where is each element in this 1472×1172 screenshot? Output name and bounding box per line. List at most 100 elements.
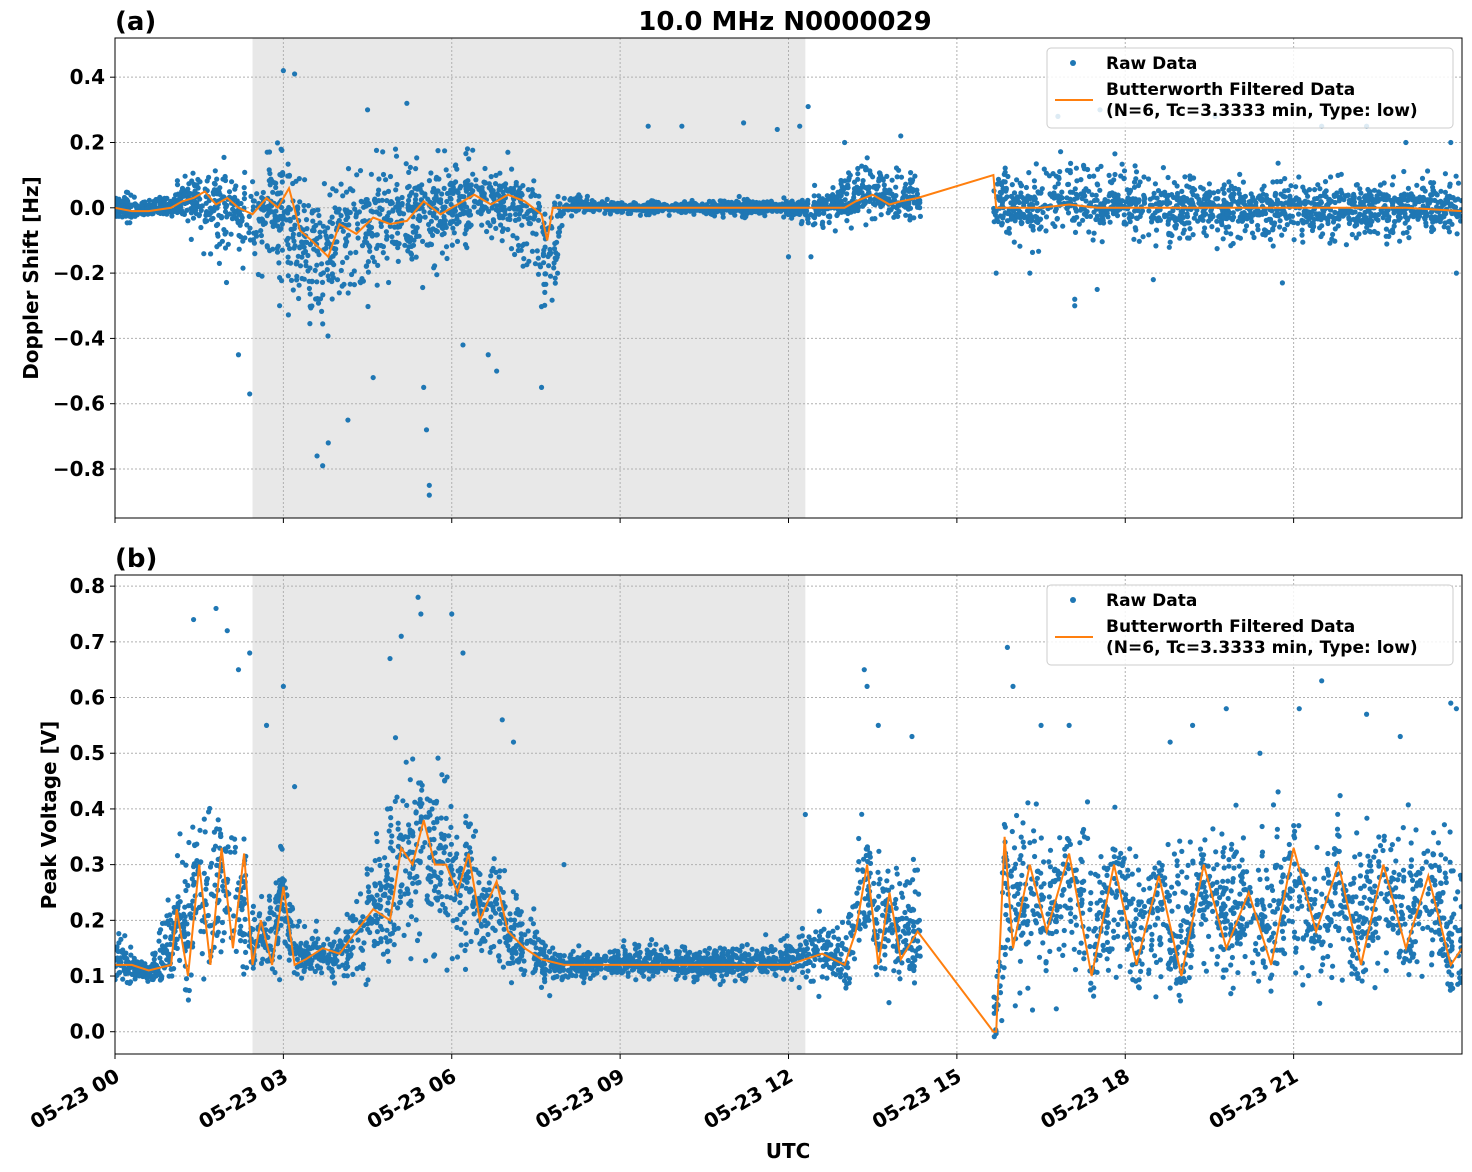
panel-a-raw-point — [882, 188, 889, 194]
panel-a-raw-point — [720, 214, 726, 220]
panel-a-raw-point — [1180, 230, 1186, 236]
panel-a-raw-point — [355, 235, 361, 241]
panel-b-raw-point — [391, 942, 397, 948]
panel-a-raw-point — [1246, 199, 1252, 205]
panel-a-raw-point — [703, 208, 710, 214]
panel-a-raw-point — [876, 178, 882, 184]
panel-b-raw-point — [177, 957, 183, 964]
panel-a-raw-point — [1126, 190, 1132, 196]
panel-b-raw-point — [874, 920, 880, 926]
panel-a-raw-point — [439, 250, 445, 256]
panel-a-raw-point — [1319, 223, 1325, 229]
panel-a-raw-point — [201, 251, 207, 257]
panel-a-ytick-label: 0.0 — [70, 196, 105, 220]
panel-a-raw-point — [1031, 178, 1037, 184]
panel-a-raw-point — [547, 273, 554, 279]
panel-a-raw-point — [1165, 174, 1171, 181]
panel-a-raw-point — [519, 222, 525, 228]
panel-a-raw-point — [279, 247, 285, 253]
panel-a-raw-point — [190, 215, 197, 221]
panel-b-raw-point — [1443, 879, 1449, 886]
panel-a-raw-point — [1038, 190, 1044, 196]
panel-a-raw-point — [510, 188, 516, 194]
panel-a-raw-point — [823, 200, 829, 206]
panel-b-raw-point — [1366, 862, 1372, 868]
panel-b-raw-point — [1033, 903, 1040, 909]
panel-a-raw-point — [1296, 174, 1302, 180]
panel-a-raw-point — [1153, 201, 1159, 207]
panel-a-raw-point — [1002, 169, 1008, 175]
panel-a-raw-point — [893, 184, 899, 190]
panel-b-raw-point — [266, 893, 272, 899]
panel-a-raw-point — [190, 200, 196, 206]
panel-a-raw-point — [359, 243, 366, 249]
panel-a-raw-point — [340, 228, 346, 234]
panel-a-raw-outlier — [325, 440, 331, 446]
panel-a-raw-point — [272, 213, 278, 219]
panel-a-raw-point — [1241, 210, 1247, 216]
panel-a-raw-point — [867, 168, 873, 174]
panel-a-raw-point — [490, 195, 496, 201]
panel-a-raw-point — [329, 296, 335, 302]
panel-a-raw-point — [1375, 230, 1381, 236]
panel-a-raw-point — [1187, 226, 1193, 232]
panel-a-raw-point — [464, 146, 471, 152]
panel-a-raw-point — [557, 225, 563, 231]
panel-a-raw-point — [1343, 242, 1349, 248]
panel-a-raw-point — [557, 201, 563, 207]
panel-a-raw-point — [321, 181, 327, 187]
panel-a-raw-point — [1226, 179, 1232, 185]
panel-a-raw-point — [1331, 193, 1338, 199]
panel-a-raw-point — [302, 177, 308, 183]
panel-a-raw-point — [1357, 186, 1363, 192]
panel-a-raw-point — [343, 236, 349, 242]
panel-a-raw-point — [319, 308, 325, 314]
panel-a-raw-outlier — [785, 254, 792, 260]
panel-b-raw-point — [763, 932, 769, 938]
panel-a-raw-point — [364, 197, 370, 203]
panel-b-raw-point — [458, 942, 464, 948]
panel-a-raw-point — [269, 209, 275, 215]
panel-b-raw-point — [175, 894, 181, 900]
panel-a-raw-point — [300, 244, 306, 250]
panel-a-raw-point — [1457, 213, 1462, 219]
panel-b-raw-point — [1043, 968, 1049, 974]
panel-a-raw-point — [303, 217, 310, 223]
panel-a-raw-point — [1132, 163, 1138, 169]
panel-a-raw-point — [1159, 190, 1166, 196]
panel-a-raw-point — [889, 191, 895, 197]
panel-a-raw-point — [498, 222, 504, 228]
panel-a-raw-point — [1364, 224, 1370, 230]
panel-b-raw-point — [145, 978, 151, 984]
panel-a-raw-point — [1151, 194, 1157, 200]
panel-a-raw-point — [854, 184, 860, 190]
panel-a-raw-point — [1402, 214, 1408, 220]
panel-a-raw-point — [859, 163, 865, 169]
panel-b-raw-point — [826, 930, 832, 936]
panel-a-raw-point — [838, 193, 844, 199]
panel-a-raw-point — [261, 207, 267, 213]
panel-a-raw-point — [1140, 234, 1146, 240]
panel-a-raw-point — [1255, 222, 1261, 229]
panel-a-raw-outlier — [1072, 296, 1078, 302]
panel-a-raw-point — [786, 208, 792, 214]
panel-b-raw-point — [1159, 867, 1165, 873]
panel-a-raw-point — [1149, 202, 1155, 208]
panel-b-raw-point — [813, 929, 819, 935]
panel-a-raw-point — [1413, 197, 1419, 203]
panel-a-raw-point — [1405, 193, 1411, 199]
panel-a-raw-point — [1094, 181, 1100, 187]
panel-a-raw-point — [1425, 168, 1431, 174]
panel-b-raw-point — [665, 949, 671, 955]
panel-a-raw-point — [1408, 208, 1414, 214]
panel-a-raw-point — [310, 218, 316, 224]
panel-a-raw-point — [1267, 236, 1273, 243]
panel-b-raw-point — [838, 951, 844, 957]
panel-a-raw-point — [1091, 173, 1097, 179]
panel-b-raw-point — [1349, 971, 1355, 977]
panel-b-raw-point — [487, 949, 493, 955]
panel-b-raw-point — [355, 937, 361, 943]
panel-a-raw-point — [1200, 217, 1206, 223]
panel-a-raw-point — [1167, 239, 1173, 245]
panel-a-raw-point — [1320, 231, 1326, 237]
